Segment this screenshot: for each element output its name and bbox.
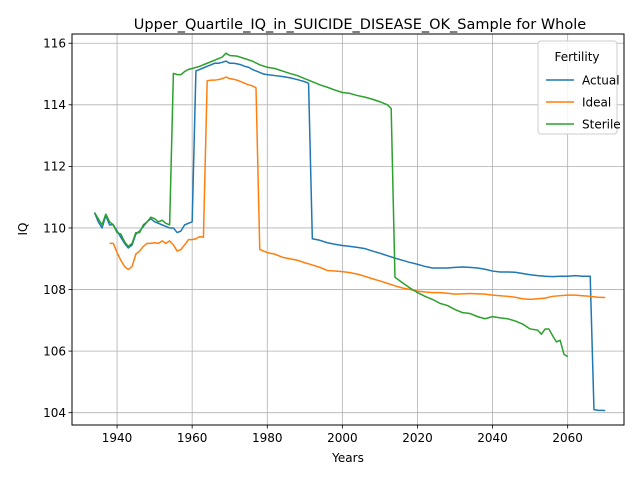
y-axis: 104 106 108 110 112 114 116: [43, 37, 72, 420]
x-axis-label: Years: [331, 451, 364, 465]
x-tick-label: 1960: [177, 431, 208, 445]
x-tick-label: 2020: [402, 431, 433, 445]
x-tick-label: 1940: [102, 431, 133, 445]
series-line-ideal: [109, 76, 606, 301]
y-tick-label: 110: [43, 221, 66, 235]
series-line-actual: [93, 60, 606, 412]
x-tick-label: 2040: [477, 431, 508, 445]
y-tick-label: 112: [43, 160, 66, 174]
y-axis-label: IQ: [16, 223, 30, 236]
legend-title: Fertility: [554, 50, 599, 64]
y-tick-label: 104: [43, 406, 66, 420]
legend-label-actual: Actual: [582, 73, 620, 87]
series-line-sterile: [93, 52, 569, 358]
grid-lines: [72, 34, 624, 425]
series-lines: [93, 52, 606, 412]
plot-frame: [71, 33, 625, 426]
legend-box: [537, 40, 618, 135]
x-axis: 1940 1960 1980 2000 2020 2040 2060: [102, 425, 583, 445]
y-tick-label: 108: [43, 283, 66, 297]
y-tick-label: 114: [43, 98, 66, 112]
legend-label-ideal: Ideal: [582, 95, 611, 109]
x-tick-label: 1980: [252, 431, 283, 445]
y-tick-label: 106: [43, 344, 66, 358]
y-tick-label: 116: [43, 37, 66, 51]
chart-title: Upper_Quartile_IQ_in_SUICIDE_DISEASE_OK_…: [134, 17, 586, 33]
x-tick-label: 2060: [552, 431, 583, 445]
x-tick-label: 2000: [327, 431, 358, 445]
legend-label-sterile: Sterile: [582, 117, 621, 131]
legend: Fertility Actual Ideal Sterile: [537, 40, 621, 135]
